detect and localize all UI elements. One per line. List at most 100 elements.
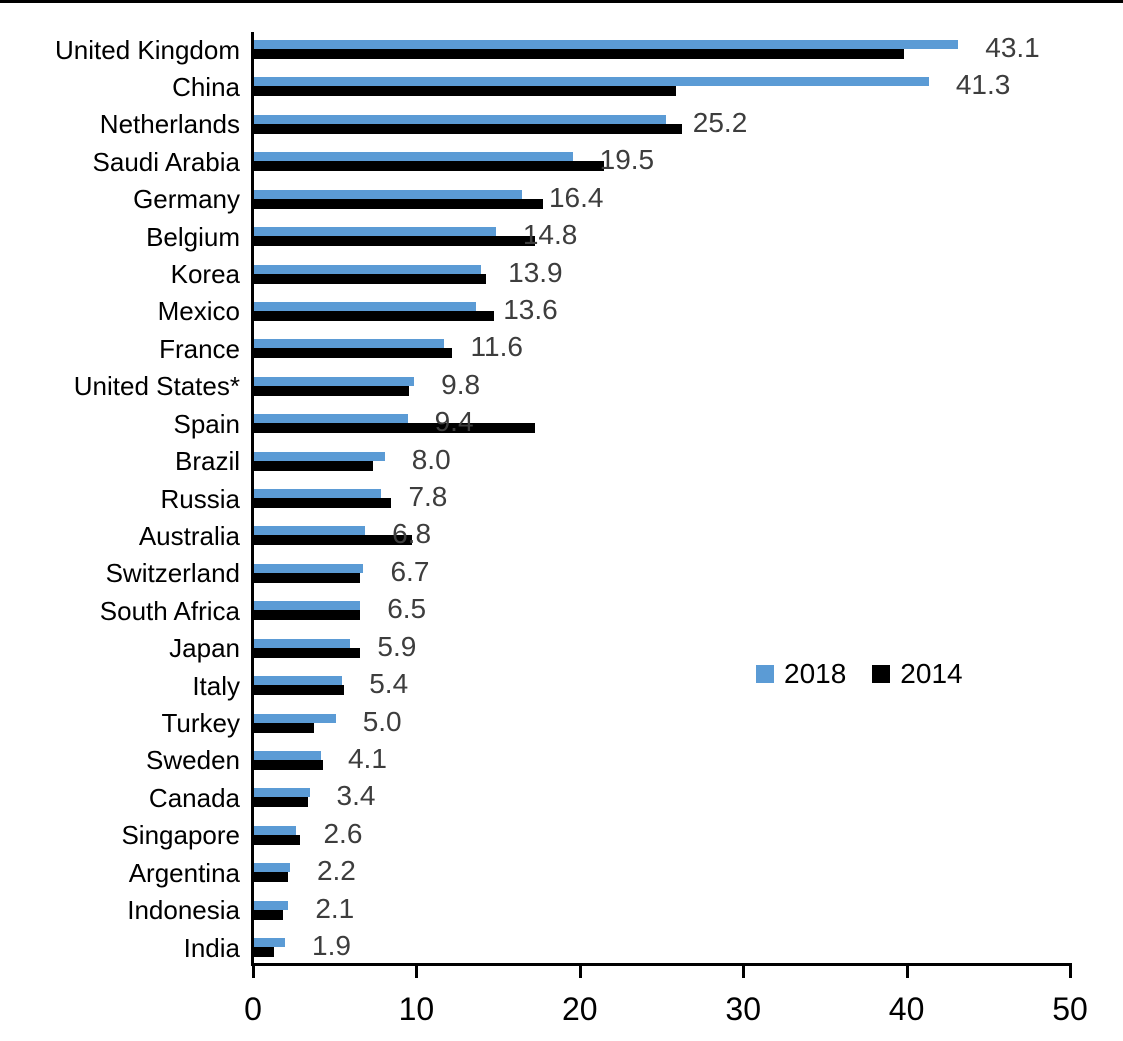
bar-2018 xyxy=(254,339,444,349)
bar-2014 xyxy=(254,236,536,247)
bar-2014 xyxy=(254,834,300,845)
data-label: 2.2 xyxy=(316,855,356,887)
bar-2018 xyxy=(254,825,297,835)
y-axis-line xyxy=(251,32,254,966)
bar-2014 xyxy=(254,759,323,770)
category-label: Australia xyxy=(138,520,240,551)
data-label: 1.9 xyxy=(312,930,351,962)
x-axis-tick xyxy=(905,966,909,978)
category-label: India xyxy=(183,932,240,963)
bar-2018 xyxy=(254,414,408,424)
data-label: 9.4 xyxy=(434,406,474,438)
bar-2014 xyxy=(254,348,452,359)
x-axis-tick-label: 10 xyxy=(398,991,435,1027)
category-label: South Africa xyxy=(99,595,240,626)
legend-item-2018: 2018 xyxy=(756,660,846,688)
data-label: 2.6 xyxy=(323,817,363,849)
category-label: Japan xyxy=(169,633,240,664)
x-axis-tick xyxy=(415,966,419,978)
category-label: United States* xyxy=(73,371,240,402)
data-label: 3.4 xyxy=(336,780,376,812)
category-label: Switzerland xyxy=(105,558,240,589)
category-label: China xyxy=(172,71,240,102)
bar-2014 xyxy=(254,535,413,546)
bar-2018 xyxy=(254,77,929,87)
data-label: 5.4 xyxy=(369,668,409,700)
bar-2018 xyxy=(254,189,522,199)
bar-2018 xyxy=(254,40,959,49)
bar-2018 xyxy=(254,264,482,274)
data-label: 5.9 xyxy=(377,630,417,662)
x-axis-tick xyxy=(1069,966,1072,978)
x-axis-tick-label: 50 xyxy=(1052,991,1088,1027)
data-label: 8.0 xyxy=(411,443,451,475)
bar-2018 xyxy=(254,489,382,499)
data-label: 11.6 xyxy=(470,331,523,363)
bar-2018 xyxy=(254,750,321,760)
data-label: 6.8 xyxy=(392,518,432,550)
bar-2014 xyxy=(254,498,392,509)
category-label: Sweden xyxy=(146,745,240,776)
bar-2014 xyxy=(254,872,289,883)
bar-2018 xyxy=(254,563,364,573)
category-label: France xyxy=(159,333,240,364)
bar-2014 xyxy=(254,123,683,134)
data-label: 13.9 xyxy=(508,256,563,288)
bar-2018 xyxy=(254,601,361,611)
bar-2014 xyxy=(254,161,604,172)
category-label: Canada xyxy=(148,782,240,813)
bar-2018 xyxy=(254,900,289,910)
data-label: 7.8 xyxy=(408,481,448,513)
data-label: 25.2 xyxy=(692,106,748,138)
bar-2018 xyxy=(254,788,310,798)
category-label: Spain xyxy=(173,408,241,439)
category-label: Korea xyxy=(170,259,240,290)
category-label: Indonesia xyxy=(127,895,240,926)
bar-2014 xyxy=(254,460,374,471)
x-axis-tick xyxy=(252,966,255,978)
bar-2014 xyxy=(254,385,410,396)
bar-2018 xyxy=(254,638,351,648)
legend-label-2014: 2014 xyxy=(900,658,963,689)
data-label: 14.8 xyxy=(522,219,578,251)
bar-2014 xyxy=(254,423,536,434)
bar-2014 xyxy=(254,310,495,321)
bar-2018 xyxy=(254,713,336,723)
x-axis-line xyxy=(251,963,1072,966)
data-label: 4.1 xyxy=(347,742,387,774)
x-axis-tick xyxy=(742,966,746,978)
bar-2014 xyxy=(254,49,905,59)
bar-2018 xyxy=(254,227,496,237)
top-border-line xyxy=(0,0,1123,3)
bar-2018 xyxy=(254,301,477,311)
category-label: Singapore xyxy=(121,820,240,851)
data-label: 9.8 xyxy=(441,368,481,400)
x-axis-tick-label: 30 xyxy=(725,991,761,1027)
data-label: 41.3 xyxy=(955,69,1011,101)
legend-swatch-2018-icon xyxy=(756,665,774,683)
bar-2018 xyxy=(254,152,573,162)
bar-2014 xyxy=(254,685,344,696)
legend-label-2018: 2018 xyxy=(784,658,847,689)
bar-2014 xyxy=(254,947,274,958)
bar-2014 xyxy=(254,647,361,658)
data-label: 6.5 xyxy=(387,593,427,625)
x-axis-tick-label: 20 xyxy=(562,991,598,1027)
category-label: Netherlands xyxy=(99,109,240,140)
category-label: United Kingdom xyxy=(55,34,240,65)
data-label: 13.6 xyxy=(503,293,558,325)
category-label: Germany xyxy=(133,184,240,215)
bar-2018 xyxy=(254,863,290,873)
data-label: 16.4 xyxy=(548,181,604,213)
data-label: 6.7 xyxy=(390,555,430,587)
category-label: Saudi Arabia xyxy=(92,146,240,177)
bar-2014 xyxy=(254,273,487,284)
bar-2014 xyxy=(254,86,676,97)
category-label: Turkey xyxy=(161,708,241,739)
legend-swatch-2014-icon xyxy=(872,665,891,683)
bar-2018 xyxy=(254,376,415,386)
x-axis-tick-label: 40 xyxy=(888,991,925,1027)
data-label: 19.5 xyxy=(599,144,655,176)
bar-2014 xyxy=(254,797,308,808)
